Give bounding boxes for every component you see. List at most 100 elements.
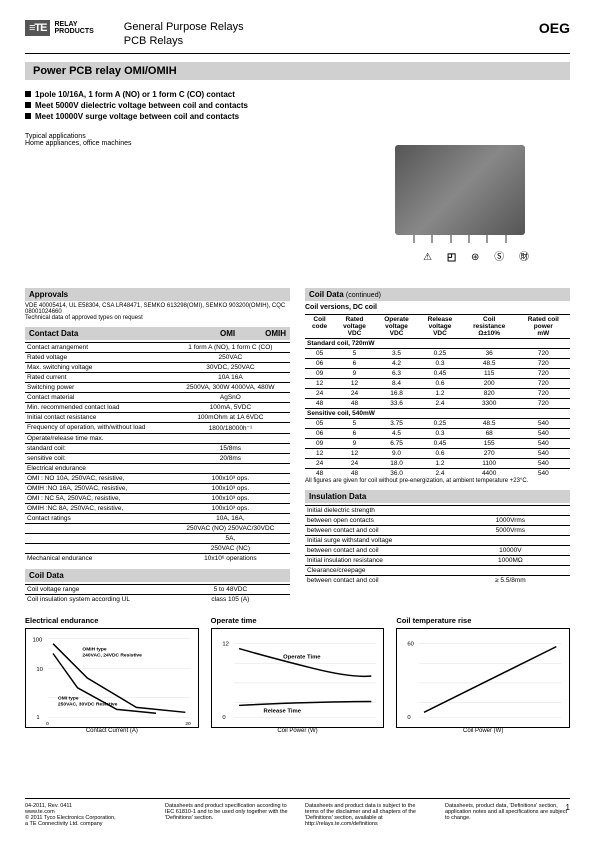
- relay-photo: [395, 145, 525, 235]
- footer: 04-2011, Rev. 0411 www.te.com © 2011 Tyc…: [25, 798, 570, 827]
- table-row: Initial insulation resistance1000MΩ: [305, 555, 570, 565]
- chart2-title: Operate time: [211, 616, 385, 625]
- footer-col-4: Datasheets, product data, 'Definitions' …: [445, 803, 570, 827]
- coil-versions-table: Coil codeRated voltage VDCOperate voltag…: [305, 314, 570, 478]
- table-row: 242416.81.2820720: [305, 388, 570, 398]
- table-row: 0553.750.2548.5540: [305, 418, 570, 428]
- approvals-note: Technical data of approved types on requ…: [25, 315, 290, 321]
- svg-text:12: 12: [222, 641, 229, 647]
- coil-versions-subhead: Coil versions, DC coil: [305, 304, 570, 311]
- feature-item: Meet 10000V surge voltage between coil a…: [25, 112, 570, 121]
- logo-side-text: RELAY PRODUCTS: [54, 21, 93, 35]
- coil-data-head: Coil Data: [25, 569, 290, 582]
- svg-text:Operate Time: Operate Time: [283, 654, 321, 660]
- contact-data-head: Contact Data OMI OMIH: [25, 327, 290, 340]
- table-row: Min. recommended contact load100mA, 5VDC: [25, 402, 290, 412]
- coil-data-table: Coil voltage range5 to 48VDCCoil insulat…: [25, 584, 290, 604]
- table-row: OMIH :NO 16A, 250VAC, resistive,100x10³ …: [25, 483, 290, 493]
- table-row: standard coil:15/8ms: [25, 443, 290, 453]
- table-row: 0664.20.348.5720: [305, 358, 570, 368]
- table-row: 250VAC (NC): [25, 543, 290, 553]
- table-row: 0664.50.368540: [305, 428, 570, 438]
- table-row: Mechanical endurance10x10⁶ operations: [25, 553, 290, 563]
- footer-col-1: 04-2011, Rev. 0411 www.te.com © 2011 Tyc…: [25, 803, 150, 827]
- header-titles: General Purpose Relays PCB Relays: [124, 20, 244, 49]
- page-header: ≡TE RELAY PRODUCTS General Purpose Relay…: [25, 20, 570, 54]
- table-row: Switching power2500VA, 300W 4000VA, 480W: [25, 382, 290, 392]
- insulation-table: Initial dielectric strength between open…: [305, 505, 570, 585]
- svg-text:0: 0: [408, 715, 412, 721]
- approvals-head: Approvals: [25, 288, 290, 301]
- table-row: Contact ratings10A, 16A,: [25, 513, 290, 523]
- table-row: 242418.01.21100540: [305, 458, 570, 468]
- contact-data-table: Contact arrangement1 form A (NO), 1 form…: [25, 342, 290, 563]
- feature-item: Meet 5000V dielectric voltage between co…: [25, 101, 570, 110]
- svg-text:OMIH type: OMIH type: [82, 646, 106, 652]
- charts-row: Electrical endurance 1 10 100 0 20 OMIH typ…: [25, 616, 570, 734]
- svg-text:0: 0: [222, 715, 226, 721]
- svg-text:0: 0: [46, 721, 49, 727]
- logo: ≡TE RELAY PRODUCTS: [25, 20, 94, 36]
- svg-text:240VAC, 24VDC Resistive: 240VAC, 24VDC Resistive: [82, 652, 142, 658]
- table-row: between contact and coil≥ 5.5/8mm: [305, 575, 570, 585]
- chart1-title: Electrical endurance: [25, 616, 199, 625]
- table-row: 0553.50.2536720: [305, 348, 570, 358]
- table-row: between contact and coil10000V: [305, 545, 570, 555]
- table-row: Coil insulation system according ULclass…: [25, 594, 290, 604]
- svg-text:60: 60: [408, 641, 415, 647]
- product-title: Power PCB relay OMI/OMIH: [25, 62, 570, 80]
- header-title-2: PCB Relays: [124, 34, 244, 48]
- chart-coil-temp: Coil temperature rise 060 Coil Power (W): [396, 616, 570, 734]
- svg-text:20: 20: [185, 721, 191, 727]
- svg-text:10: 10: [36, 667, 43, 673]
- coil-data2-head: Coil Data (continued): [305, 288, 570, 301]
- left-column: Approvals VDE 40005414, UL E58304, CSA L…: [25, 282, 290, 604]
- table-row: Electrical endurance: [25, 463, 290, 473]
- svg-text:1: 1: [36, 715, 39, 721]
- feature-list: 1pole 10/16A, 1 form A (NO) or 1 form C …: [25, 90, 570, 121]
- table-row: 250VAC (NO) 250VAC/30VDC: [25, 523, 290, 533]
- table-row: Initial dielectric strength: [305, 505, 570, 515]
- approvals-text: VDE 40005414, UL E58304, CSA LR48471, SE…: [25, 303, 290, 315]
- table-row: OMI : NO 10A, 250VAC, resistive,100x10³ …: [25, 473, 290, 483]
- table-row: 5A,: [25, 533, 290, 543]
- table-row: OMIH :NC 8A, 250VAC, resistive,100x10³ o…: [25, 503, 290, 513]
- footer-col-2: Datasheets and product specification acc…: [165, 803, 290, 827]
- right-column: Coil Data (continued) Coil versions, DC …: [305, 282, 570, 604]
- table-row: 484836.02.44400540: [305, 468, 570, 478]
- table-row: Initial contact resistance100mOhm at 1A …: [25, 412, 290, 422]
- svg-text:Release Time: Release Time: [263, 708, 301, 714]
- typical-label: Typical applications: [25, 133, 570, 140]
- table-row: 0996.750.45155540: [305, 438, 570, 448]
- table-row: Initial surge withstand voltage: [305, 535, 570, 545]
- svg-text:250VAC, 30VDC Resistive: 250VAC, 30VDC Resistive: [58, 701, 118, 707]
- table-row: 12128.40.6200720: [305, 378, 570, 388]
- table-row: 484833.62.43300720: [305, 398, 570, 408]
- coil-note: All figures are given for coil without p…: [305, 478, 570, 484]
- table-row: Operate/release time max.: [25, 433, 290, 443]
- chart-electrical-endurance: Electrical endurance 1 10 100 0 20 OMIH typ…: [25, 616, 199, 734]
- table-row: Rated voltage250VAC: [25, 352, 290, 362]
- table-row: Clearance/creepage: [305, 565, 570, 575]
- table-row: Rated current10A 16A: [25, 372, 290, 382]
- table-row: 12129.00.6270540: [305, 448, 570, 458]
- certification-icons: ⚠ ◰ ⊛ Ⓢ ㊖: [423, 248, 535, 263]
- svg-text:100: 100: [32, 637, 43, 643]
- chart3-title: Coil temperature rise: [396, 616, 570, 625]
- chart-operate-time: Operate time Operate Time Release Time 0…: [211, 616, 385, 734]
- table-row: Contact materialAgSnO: [25, 392, 290, 402]
- table-row: Frequency of operation, with/without loa…: [25, 422, 290, 433]
- header-brand-right: OEG: [539, 20, 570, 36]
- feature-item: 1pole 10/16A, 1 form A (NO) or 1 form C …: [25, 90, 570, 99]
- table-row: Contact arrangement1 form A (NO), 1 form…: [25, 342, 290, 352]
- table-row: sensitive coil:20/8ms: [25, 453, 290, 463]
- table-row: between contact and coil5000Vrms: [305, 525, 570, 535]
- insulation-head: Insulation Data: [305, 490, 570, 503]
- table-row: 0996.30.45115720: [305, 368, 570, 378]
- table-row: Coil voltage range5 to 48VDC: [25, 584, 290, 594]
- footer-col-3: Datasheets and product data is subject t…: [305, 803, 430, 827]
- svg-text:OMI type: OMI type: [58, 695, 79, 701]
- header-title-1: General Purpose Relays: [124, 20, 244, 34]
- table-row: Max. switching voltage30VDC, 250VAC: [25, 362, 290, 372]
- table-row: between open contacts1000Vrms: [305, 515, 570, 525]
